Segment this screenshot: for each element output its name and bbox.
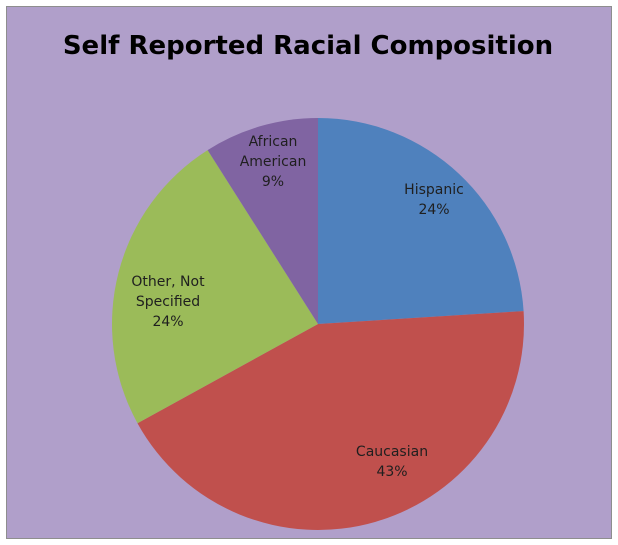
pie-chart: Self Reported Racial Composition Hispani…	[6, 6, 612, 539]
slice-label: African American 9%	[240, 134, 307, 190]
pie-slice	[207, 118, 318, 324]
pie-slice-labels: Hispanic 24% Caucasian 43% Other, Not Specifi…	[131, 134, 463, 480]
slice-value-label: 24%	[152, 314, 183, 330]
slice-category-label: Hispanic	[404, 182, 464, 198]
pie-slices	[112, 118, 524, 530]
slice-value-label: 9%	[262, 174, 284, 190]
slice-category-label: Specified	[136, 294, 200, 310]
slice-label: Hispanic 24%	[404, 182, 464, 218]
pie-slice	[137, 311, 524, 530]
slice-category-label: American	[240, 154, 307, 170]
slice-value-label: 43%	[376, 464, 407, 480]
slice-category-label: Other, Not	[131, 274, 205, 290]
slice-label: Caucasian 43%	[356, 444, 428, 480]
slice-value-label: 24%	[418, 202, 449, 218]
slice-category-label: Caucasian	[356, 444, 428, 460]
pie-slice	[318, 118, 524, 324]
slice-category-label: African	[249, 134, 298, 150]
chart-title: Self Reported Racial Composition	[63, 31, 553, 61]
slice-label: Other, Not Specified 24%	[131, 274, 205, 330]
pie-slice	[112, 150, 318, 424]
